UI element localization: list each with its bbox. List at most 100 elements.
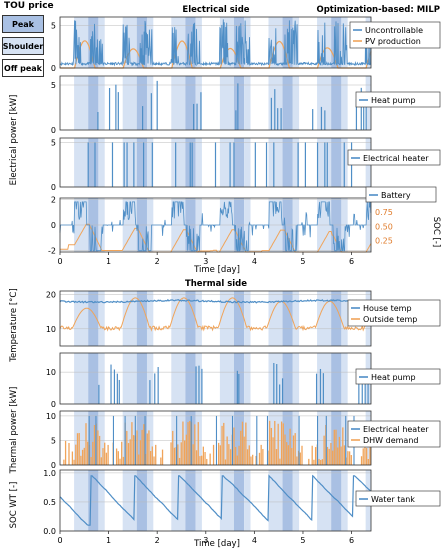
y-tick-label: 0 bbox=[51, 183, 56, 192]
x-tick-label: 1 bbox=[106, 536, 111, 545]
tou-band bbox=[122, 353, 137, 404]
method-title: Optimization-based: MILP bbox=[317, 5, 441, 15]
tou-price-title: TOU price bbox=[4, 1, 54, 11]
y-tick-label: 5 bbox=[51, 81, 56, 90]
tou-band bbox=[317, 17, 332, 68]
tou-band bbox=[282, 138, 293, 187]
tou-band bbox=[219, 76, 234, 130]
tou-band bbox=[98, 17, 105, 68]
legend-label: Outside temp bbox=[363, 315, 417, 324]
uncontrollable-series bbox=[59, 19, 372, 67]
tou-band bbox=[219, 470, 234, 531]
y-tick-label: 20 bbox=[46, 290, 56, 299]
y-tick-label: 0 bbox=[51, 126, 56, 135]
y-tick-label: 0 bbox=[51, 400, 56, 409]
y-tick-label: 5 bbox=[51, 22, 56, 31]
y-tick-label: 5 bbox=[51, 138, 56, 147]
soc-wt-ylabel: SOC WT [-] bbox=[9, 482, 19, 529]
x-tick-label: 0 bbox=[57, 257, 62, 266]
tou-band bbox=[244, 138, 251, 187]
tou-band bbox=[88, 411, 99, 465]
tou-band bbox=[317, 76, 332, 130]
x-tick-label: 4 bbox=[252, 257, 257, 266]
tou-band bbox=[341, 291, 348, 346]
tou-band bbox=[74, 353, 89, 404]
tou-band bbox=[185, 17, 196, 68]
tou-band bbox=[146, 411, 154, 465]
tou-band bbox=[146, 291, 154, 346]
x-tick-label: 0 bbox=[57, 536, 62, 545]
tou-band bbox=[146, 353, 154, 404]
tou-band bbox=[98, 138, 105, 187]
tou-band bbox=[317, 291, 332, 346]
legend-label: DHW demand bbox=[363, 436, 418, 445]
water-tank-series bbox=[59, 474, 372, 526]
time-label-electrical: Time [day] bbox=[193, 265, 240, 275]
tou-band bbox=[268, 76, 283, 130]
legend-box bbox=[355, 91, 441, 108]
soc-tick-label: 0.25 bbox=[375, 237, 393, 246]
tou-shoulder-legend: Shoulder bbox=[2, 37, 44, 55]
y-tick-label: 0.5 bbox=[43, 498, 56, 507]
tou-band bbox=[317, 470, 332, 531]
tou-band bbox=[88, 291, 99, 346]
legend-label: Electrical heater bbox=[363, 154, 429, 163]
tou-band bbox=[195, 470, 202, 531]
tou-band bbox=[341, 353, 348, 404]
tou-band bbox=[292, 411, 300, 465]
tou-band bbox=[185, 470, 196, 531]
tou-band bbox=[185, 291, 196, 346]
tou-band bbox=[331, 353, 342, 404]
tou-band bbox=[88, 353, 99, 404]
tou-band bbox=[282, 353, 293, 404]
panel-p3: 0 5 Electrical heater bbox=[51, 137, 441, 192]
legend-box bbox=[349, 21, 441, 49]
y-tick-label: 0 bbox=[51, 461, 56, 470]
legend-box bbox=[355, 368, 441, 385]
tou-band bbox=[146, 76, 154, 130]
soc-tick-label: 0.50 bbox=[375, 222, 393, 231]
tou-band bbox=[244, 17, 251, 68]
tou-band bbox=[171, 291, 186, 346]
battery-power-series bbox=[59, 201, 372, 252]
tou-peak-label: Peak bbox=[11, 19, 34, 29]
tou-band bbox=[233, 138, 245, 187]
tou-band bbox=[233, 470, 245, 531]
legend-label: Water tank bbox=[371, 495, 415, 504]
y-tick-label: 5 bbox=[51, 436, 56, 445]
tou-band bbox=[195, 76, 202, 130]
x-tick-label: 6 bbox=[349, 536, 354, 545]
legend-box bbox=[347, 299, 441, 327]
time-label-thermal: Time [day] bbox=[193, 539, 240, 549]
tou-band bbox=[268, 138, 283, 187]
panel-p1: 0 5 Uncontrollable PV production bbox=[51, 16, 441, 73]
tou-band bbox=[185, 353, 196, 404]
legend-box bbox=[365, 186, 437, 203]
tou-band bbox=[195, 17, 202, 68]
y-tick-label: 10 bbox=[46, 412, 56, 421]
tou-band bbox=[317, 353, 332, 404]
tou-band bbox=[185, 411, 196, 465]
tou-band bbox=[219, 291, 234, 346]
panel-p5: 10 20 House temp Outside temp bbox=[46, 290, 441, 347]
legend-label: PV production bbox=[365, 37, 421, 46]
tou-band bbox=[233, 411, 245, 465]
tou-band bbox=[244, 353, 251, 404]
legend-label: Heat pump bbox=[371, 373, 416, 382]
legend-box bbox=[347, 420, 441, 448]
tou-band bbox=[292, 76, 300, 130]
tou-band bbox=[331, 291, 342, 346]
tou-offpeak-label: Off peak bbox=[4, 63, 42, 73]
tou-shoulder-label: Shoulder bbox=[2, 41, 44, 51]
battery-soc-ylabel: SOC [-] bbox=[431, 217, 441, 247]
x-tick-label: 1 bbox=[106, 257, 111, 266]
tou-band bbox=[331, 470, 342, 531]
tou-band bbox=[282, 411, 293, 465]
legend-box bbox=[355, 490, 441, 507]
tou-band bbox=[146, 138, 154, 187]
tou-band bbox=[244, 76, 251, 130]
tou-band bbox=[74, 76, 89, 130]
tou-band bbox=[219, 353, 234, 404]
tou-band bbox=[74, 138, 89, 187]
